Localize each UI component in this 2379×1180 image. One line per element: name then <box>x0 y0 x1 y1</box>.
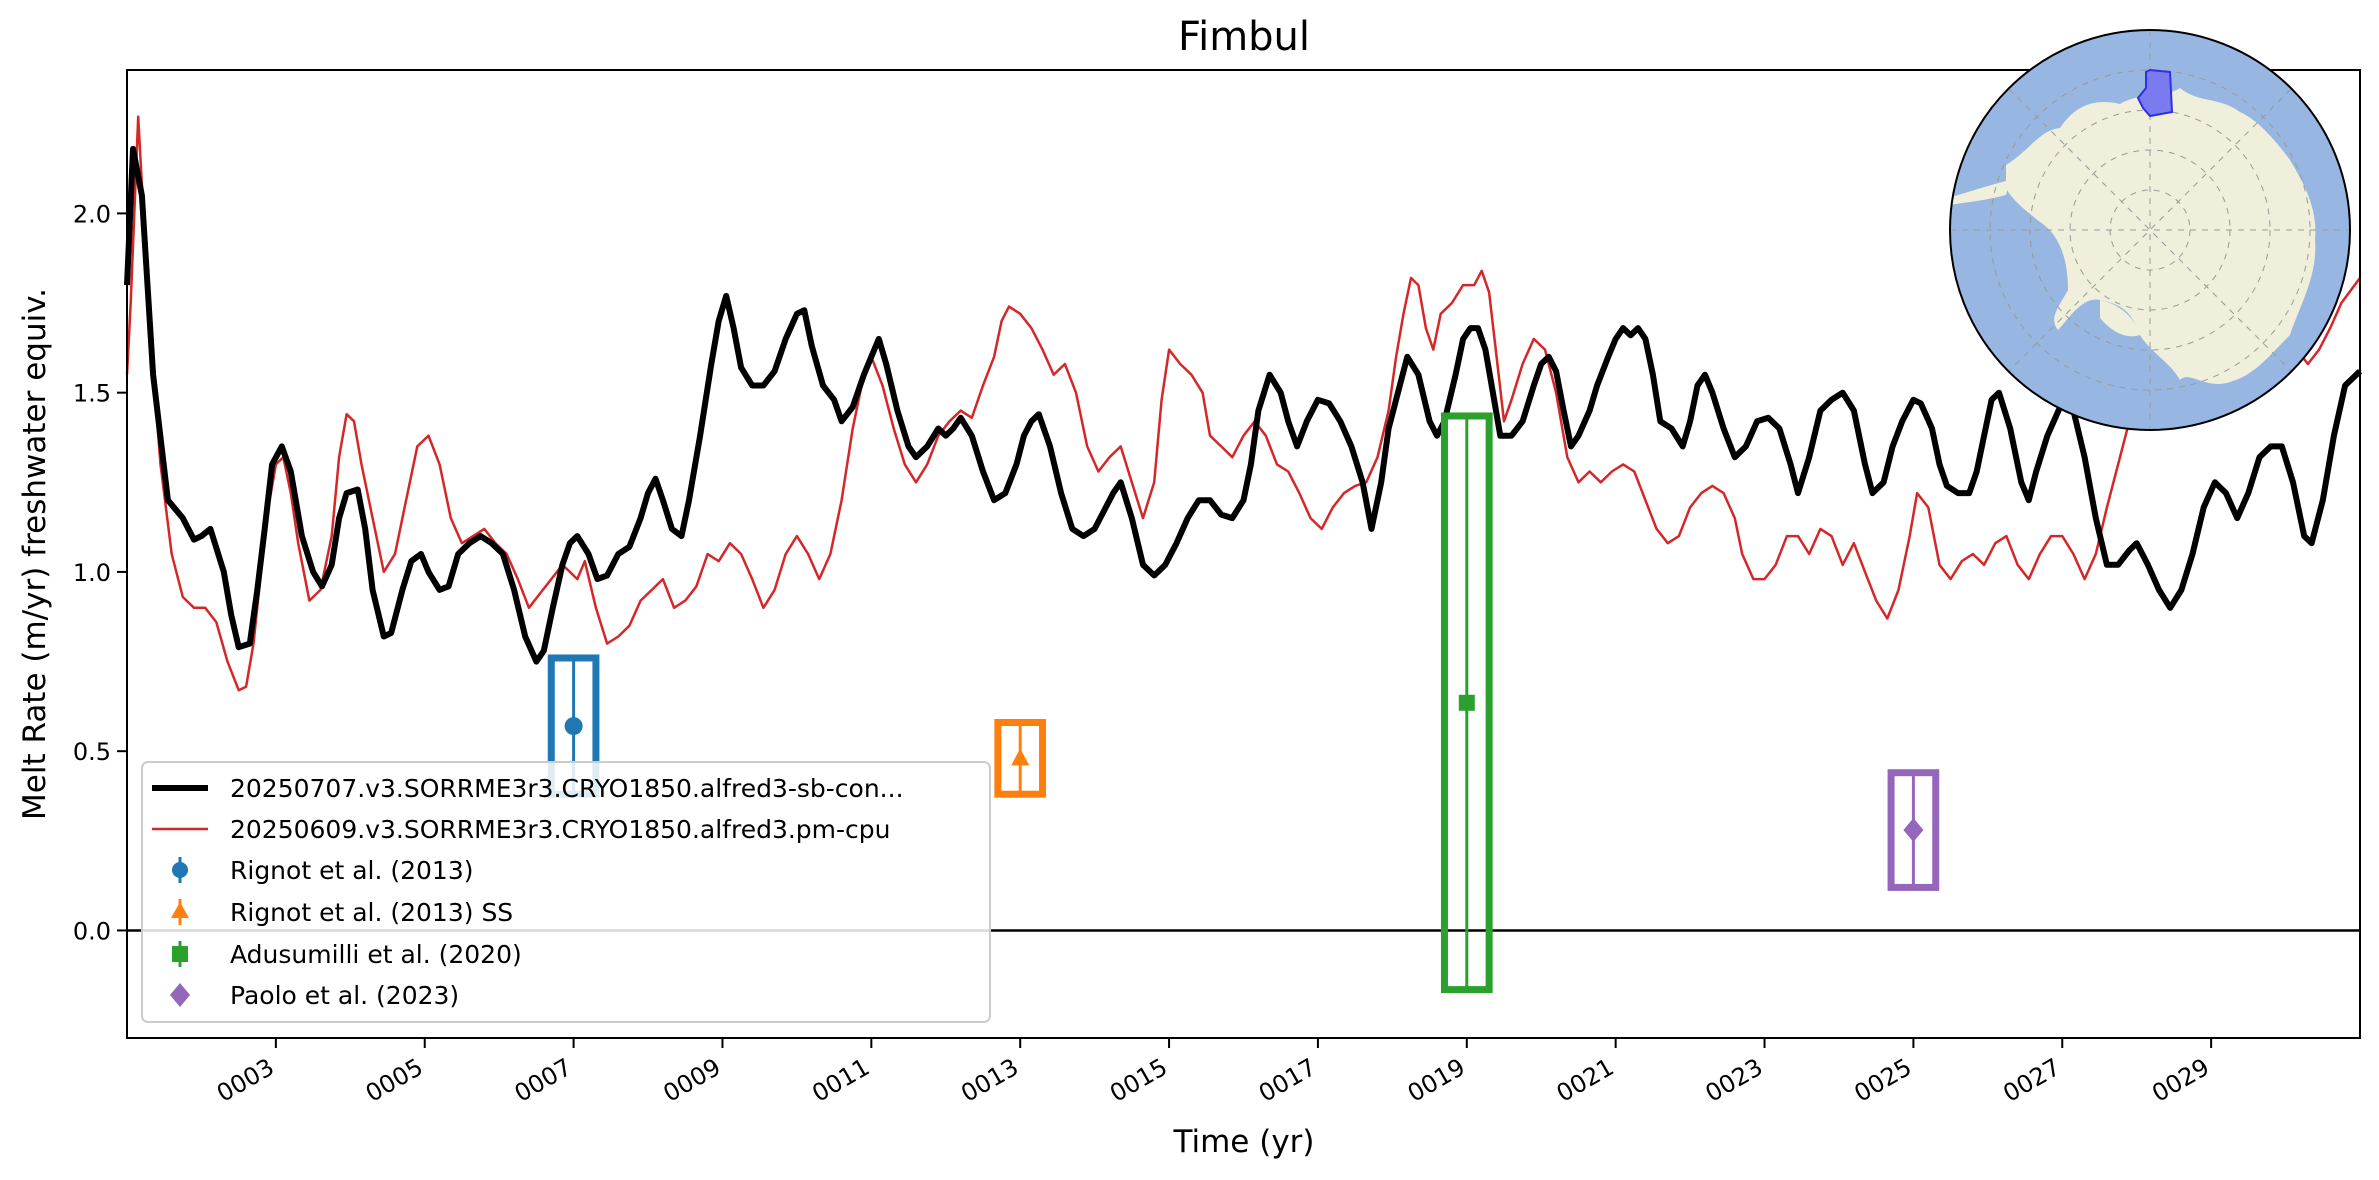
x-tick-label: 0013 <box>956 1053 1023 1108</box>
x-tick-label: 0007 <box>510 1053 577 1108</box>
map-border <box>1949 29 2351 431</box>
x-tick-label: 0015 <box>1105 1053 1172 1108</box>
legend-label: Rignot et al. (2013) <box>230 856 474 885</box>
x-axis-ticks: 0003 0005 0007 0009 0011 0013 0015 0017 0019 0021… <box>212 1038 2214 1108</box>
x-tick-label: 0003 <box>212 1053 279 1108</box>
legend-label: 20250609.v3.SORRME3r3.CRYO1850.alfred3.p… <box>230 815 891 844</box>
y-tick-label: 2.0 <box>73 200 111 228</box>
ross-ice-shelf <box>2100 300 2140 337</box>
observation-marker <box>1903 818 1924 843</box>
fimbul-region-highlight <box>2136 68 2174 118</box>
x-tick-label: 0011 <box>807 1053 874 1108</box>
legend-label: Rignot et al. (2013) SS <box>230 898 513 927</box>
x-tick-label: 0005 <box>361 1053 428 1108</box>
plot-border <box>126 69 2361 1039</box>
y-tick-label: 0.0 <box>73 917 111 945</box>
x-tick-label: 0023 <box>1701 1053 1768 1108</box>
antarctica-landmass <box>2006 88 2316 384</box>
y-axis-label: Melt Rate (m/yr) freshwater equiv. <box>17 288 53 820</box>
legend-entry-adusumilli-2020: Adusumilli et al. (2020) <box>172 940 522 969</box>
y-tick-label: 0.5 <box>73 738 111 766</box>
series-layer <box>124 115 2363 692</box>
x-tick-label: 0027 <box>1998 1053 2065 1108</box>
legend-label: Adusumilli et al. (2020) <box>230 940 522 969</box>
series-line-2 <box>125 115 2362 692</box>
x-tick-label: 0019 <box>1403 1053 1470 1108</box>
antarctica-inset-map <box>1949 29 2351 431</box>
legend-entry-series-1: 20250707.v3.SORRME3r3.CRYO1850.alfred3-s… <box>152 774 904 803</box>
legend-label: Paolo et al. (2023) <box>230 981 459 1010</box>
observation-marker <box>1011 748 1030 766</box>
observation-2 <box>994 719 1047 798</box>
chart-title: Fimbul <box>1178 14 1310 60</box>
y-axis-ticks: 0.0 0.5 1.0 1.5 2.0 <box>73 200 127 945</box>
legend-entry-rignot-2013-ss: Rignot et al. (2013) SS <box>171 898 513 927</box>
observation-4 <box>1887 769 1940 891</box>
legend: 20250707.v3.SORRME3r3.CRYO1850.alfred3-s… <box>141 761 991 1023</box>
legend-entry-paolo-2023: Paolo et al. (2023) <box>170 981 459 1010</box>
legend-box <box>141 761 991 1023</box>
observation-marker <box>1458 694 1475 711</box>
legend-entry-rignot-2013: Rignot et al. (2013) <box>172 856 474 885</box>
x-tick-label: 0021 <box>1552 1053 1619 1108</box>
legend-label: 20250707.v3.SORRME3r3.CRYO1850.alfred3-s… <box>230 774 904 803</box>
observations-layer <box>547 412 1940 994</box>
antarctic-peninsula <box>1950 180 2010 205</box>
y-tick-label: 1.0 <box>73 559 111 587</box>
series-line-1 <box>124 145 2363 665</box>
x-axis-label: Time (yr) <box>1173 1124 1315 1160</box>
x-tick-label: 0009 <box>659 1053 726 1108</box>
observation-3 <box>1440 412 1493 994</box>
y-tick-label: 1.5 <box>73 380 111 408</box>
observation-marker <box>564 717 583 736</box>
x-tick-label: 0025 <box>1850 1053 1917 1108</box>
x-tick-label: 0017 <box>1254 1053 1321 1108</box>
x-tick-label: 0029 <box>2147 1053 2214 1108</box>
legend-entry-series-2: 20250609.v3.SORRME3r3.CRYO1850.alfred3.p… <box>152 815 891 844</box>
